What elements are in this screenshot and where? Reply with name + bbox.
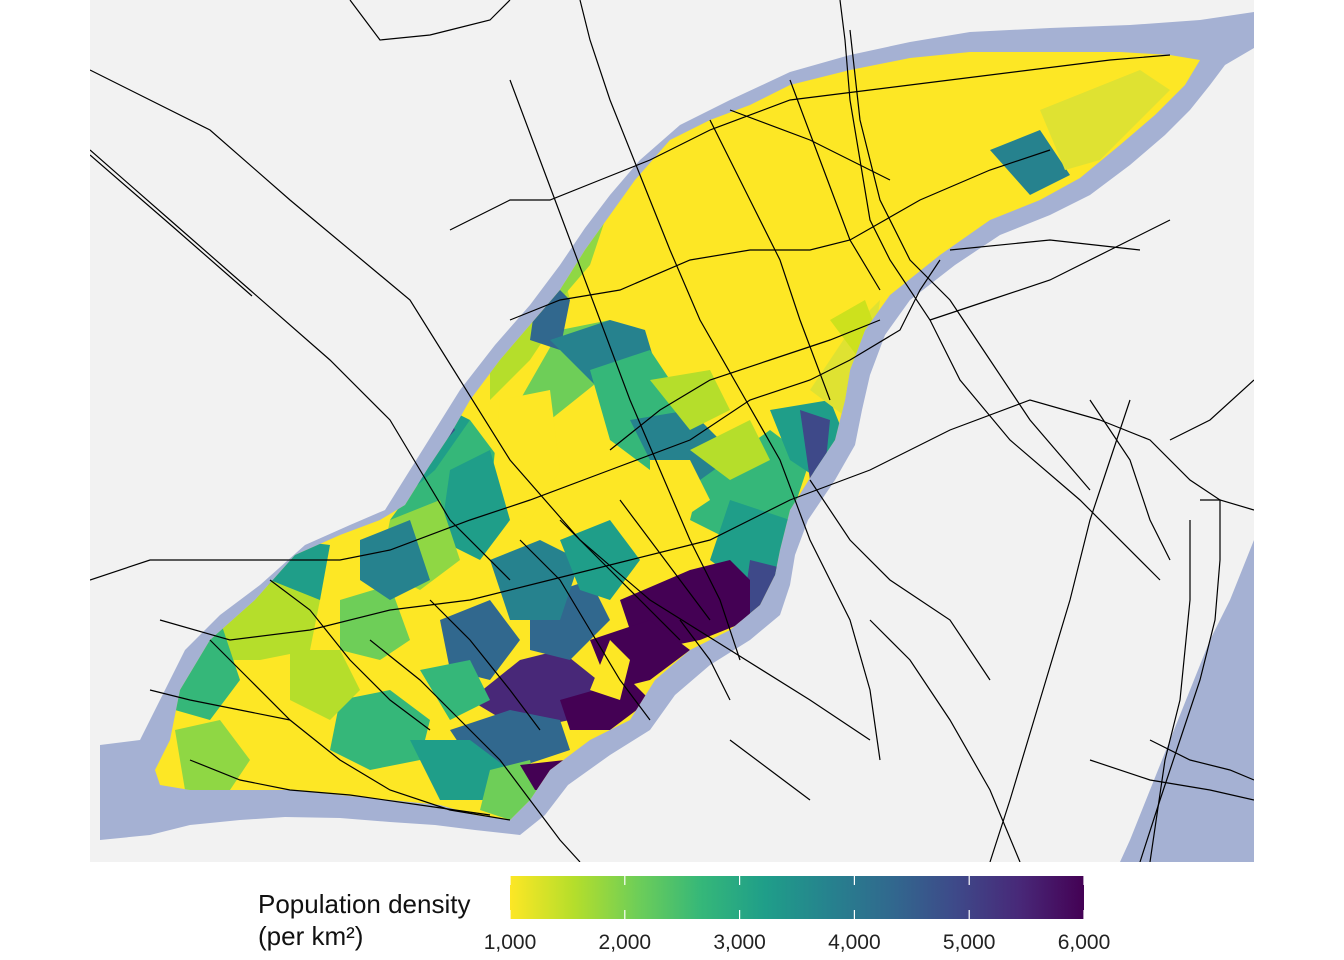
legend-colorbar bbox=[510, 876, 1084, 919]
district bbox=[650, 460, 710, 520]
map-panel[interactable] bbox=[90, 0, 1254, 862]
legend-tick-label: 1,000 bbox=[483, 931, 537, 954]
legend-gradient bbox=[510, 876, 1084, 919]
legend-tick-label: 6,000 bbox=[1057, 931, 1111, 954]
district bbox=[360, 520, 430, 600]
legend-tick-label: 2,000 bbox=[598, 931, 652, 954]
district bbox=[340, 585, 410, 660]
density-map[interactable] bbox=[90, 0, 1254, 862]
district bbox=[560, 680, 650, 730]
district bbox=[490, 540, 580, 620]
district bbox=[410, 740, 510, 800]
district bbox=[1040, 70, 1170, 170]
district bbox=[330, 690, 430, 770]
district bbox=[690, 420, 770, 480]
district bbox=[480, 760, 540, 820]
legend-tick-label: 3,000 bbox=[713, 931, 766, 954]
legend-tick-label: 5,000 bbox=[942, 931, 996, 954]
district bbox=[990, 130, 1070, 195]
legend-tick-marks bbox=[510, 876, 1084, 919]
district bbox=[650, 370, 730, 430]
district bbox=[590, 640, 630, 700]
district bbox=[690, 430, 810, 540]
district bbox=[290, 650, 360, 720]
legend-title-line2: (per km²) bbox=[258, 921, 364, 951]
district bbox=[440, 450, 510, 560]
district bbox=[490, 390, 560, 520]
legend-title-line1: Population density bbox=[258, 889, 471, 919]
road-network bbox=[90, 0, 1254, 862]
district bbox=[440, 600, 520, 680]
legend-title: Population density (per km²) bbox=[258, 888, 470, 952]
district bbox=[420, 660, 490, 720]
district bbox=[175, 720, 250, 790]
legend-tick-label: 4,000 bbox=[828, 931, 881, 954]
